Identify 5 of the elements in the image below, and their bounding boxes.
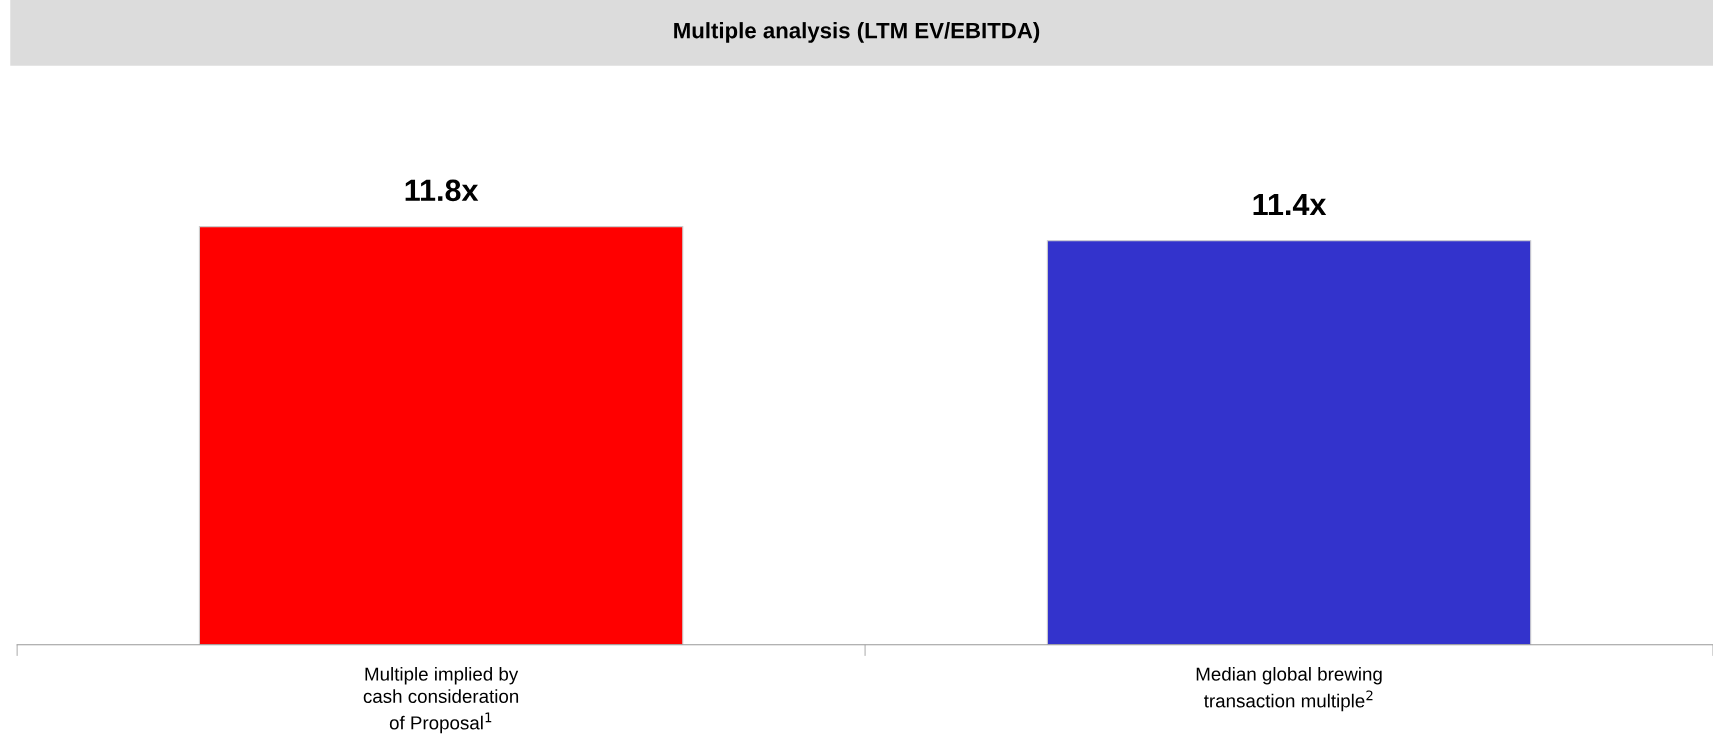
chart-title: Multiple analysis (LTM EV/EBITDA)	[674, 22, 1040, 43]
data-label: 11.8x	[405, 179, 479, 202]
x-tick-label: Median global brewing transaction multiple$^{2}$	[1196, 666, 1382, 712]
data-label: 11.4x	[1253, 193, 1327, 216]
x-tick-label: Multiple implied by cash consideration of Proposal$^{1}$	[363, 666, 519, 734]
